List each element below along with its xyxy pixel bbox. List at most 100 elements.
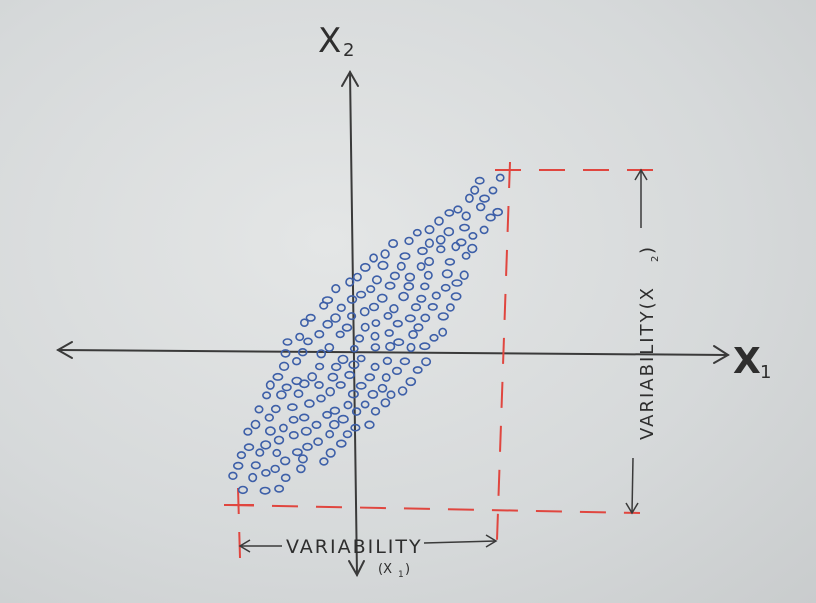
scatter-point [474, 176, 485, 185]
scatter-point [427, 302, 438, 311]
scatter-point [393, 338, 405, 347]
variability-x-sub: (X [378, 562, 392, 577]
scatter-point [335, 330, 345, 339]
scatter-point [444, 209, 455, 217]
scatter-point [470, 185, 480, 195]
scatter-point [325, 448, 336, 458]
scatter-point [397, 386, 408, 396]
variability-x-close: ) [405, 562, 410, 577]
scatter-point [341, 323, 353, 332]
scatter-point [250, 419, 261, 430]
scatter-point [351, 407, 362, 416]
y-axis-top-arrow [341, 69, 359, 87]
dim-y-top-arrow [634, 168, 648, 181]
scatter-point [302, 442, 313, 451]
variability-y-close: ) [637, 247, 658, 254]
scatter-point [435, 235, 446, 245]
scatter-point [347, 389, 359, 399]
scatter-point [237, 485, 248, 495]
y-axis-line [349, 71, 358, 576]
scatter-point [388, 239, 399, 249]
scatter-point [360, 322, 370, 332]
scatter-point [408, 329, 418, 339]
scatter-point [307, 372, 318, 382]
scatter-point [352, 272, 362, 282]
scatter-point [360, 400, 370, 409]
scatter-point [322, 319, 334, 329]
scatter-point [416, 262, 426, 271]
scatter-point [359, 262, 371, 272]
scatter-point [366, 285, 376, 294]
scatter-point [325, 386, 336, 397]
scatter-point [356, 290, 367, 299]
scatter-point [243, 427, 253, 436]
scatter-point [389, 271, 401, 281]
scatter-point [406, 342, 416, 353]
scatter-point [335, 381, 346, 389]
scatter-point [392, 319, 403, 328]
scatter-point [331, 284, 341, 294]
scatter-point [272, 448, 282, 458]
scatter-point [304, 399, 315, 408]
scatter-point [276, 390, 287, 400]
scatter-point [403, 282, 415, 291]
scatter-point [316, 394, 326, 403]
scatter-point [355, 381, 367, 390]
scatter-point [248, 472, 258, 483]
scatter-point [380, 249, 390, 259]
scatter-point [434, 216, 444, 226]
scatter-point [383, 311, 393, 320]
scatter-point [344, 370, 355, 380]
scatter-point [329, 406, 341, 415]
dim-x-right-line [423, 540, 497, 544]
scatter-point [451, 279, 463, 287]
scatter-point [479, 194, 490, 203]
scatter-point [305, 313, 316, 322]
scatter-point [264, 413, 274, 422]
scatter-point [389, 304, 399, 314]
y-axis-label: X [318, 21, 341, 61]
scatter-point [424, 225, 435, 235]
scatter-point [369, 253, 378, 263]
y-axis-bottom-arrow [348, 560, 365, 578]
scatter-point [416, 294, 427, 303]
x-axis-right-arrow [713, 345, 730, 364]
scatter-point [315, 362, 325, 371]
scatter-point [295, 332, 305, 342]
scatter-point [288, 431, 299, 440]
scatter-point [371, 275, 382, 285]
scatter-point [296, 464, 306, 474]
scatter-point [345, 277, 355, 287]
scatter-point [293, 389, 304, 399]
scatter-point [459, 223, 470, 232]
dim-y-bottom-arrow [625, 502, 639, 515]
scatter-point [377, 383, 388, 393]
scatter-point [367, 389, 379, 399]
scatter-point [476, 202, 486, 212]
scatter-point [370, 331, 380, 341]
scatter-point [384, 281, 396, 290]
scatter-point [350, 423, 361, 432]
scatter-point [264, 426, 276, 436]
scatter-point [342, 430, 353, 439]
scatter-point [327, 372, 339, 382]
scatter-points [228, 173, 505, 495]
left-bound-line [237, 487, 241, 559]
scatter-point [455, 238, 467, 247]
scatter-point [437, 312, 449, 321]
scatter-point [421, 357, 432, 367]
scatter-point [291, 448, 303, 457]
scatter-point [468, 231, 478, 240]
scatter-point [270, 404, 281, 414]
scatter-point [288, 415, 299, 424]
variability-x-dimension: VARIABILITY (X 1 ) [238, 534, 498, 580]
scatter-point [347, 312, 357, 321]
variability-y-label: VARIABILITY(X [637, 286, 658, 440]
scatter-point [337, 354, 349, 365]
scatter-point [377, 260, 389, 271]
scatter-point [292, 357, 302, 366]
scatter-point [300, 426, 312, 436]
scatter-point [331, 362, 342, 372]
scatter-point [261, 468, 271, 477]
